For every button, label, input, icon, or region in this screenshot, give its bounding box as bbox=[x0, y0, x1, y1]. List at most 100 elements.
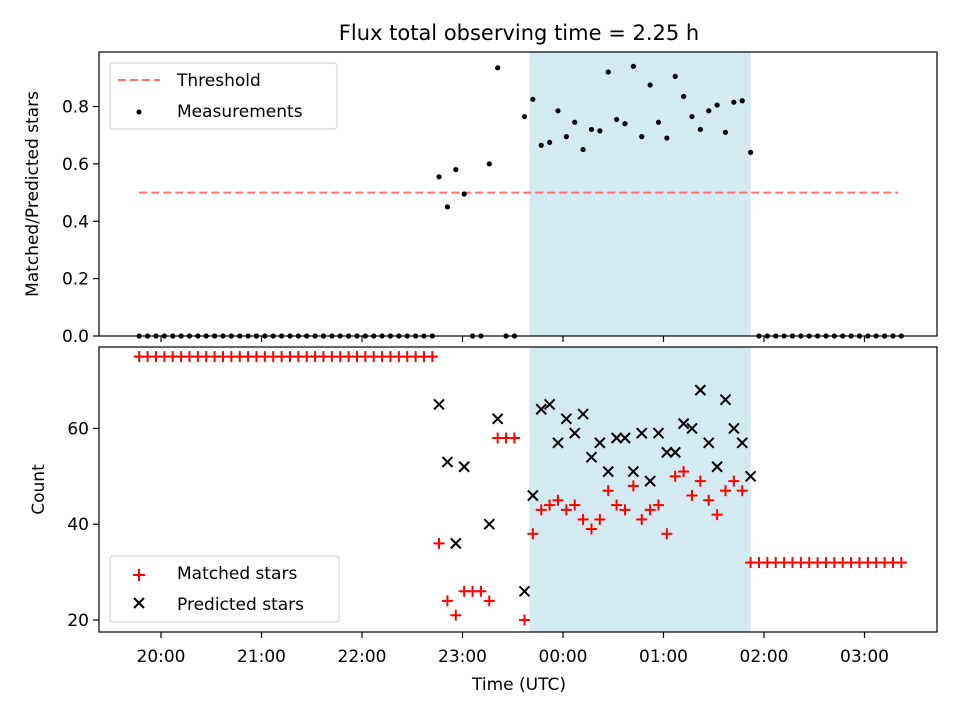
predicted-star-point bbox=[433, 398, 445, 411]
matched-star-point bbox=[611, 499, 623, 511]
top-panel: 0.00.20.40.60.8 Matched/Predicted stars … bbox=[23, 51, 938, 347]
measurement-point bbox=[697, 126, 703, 133]
measurement-point bbox=[655, 119, 662, 125]
x-tick-label: 03:00 bbox=[840, 647, 889, 667]
matched-star-point bbox=[703, 494, 715, 506]
x-stroke bbox=[627, 465, 640, 478]
measurement-point bbox=[681, 93, 687, 100]
measurement-point bbox=[630, 63, 636, 69]
predicted-star-point bbox=[602, 465, 614, 478]
matched-star-point bbox=[661, 528, 673, 540]
x-stroke bbox=[719, 393, 732, 406]
predicted-star-point bbox=[644, 475, 656, 487]
predicted-star-point bbox=[661, 446, 673, 459]
x-stroke bbox=[433, 398, 445, 411]
bottom-y-ticks: 20 40 60 bbox=[67, 419, 99, 631]
measurement-point bbox=[622, 121, 628, 127]
x-stroke bbox=[594, 437, 606, 449]
matched-star-point bbox=[602, 485, 614, 497]
top-legend: Threshold Measurements bbox=[109, 62, 338, 130]
predicted-star-point bbox=[535, 403, 547, 415]
measurement-point bbox=[739, 98, 745, 104]
y-tick-label: 0.0 bbox=[62, 327, 89, 347]
predicted-star-point bbox=[577, 408, 589, 420]
x-stroke bbox=[458, 461, 470, 473]
matched-star-point bbox=[441, 595, 453, 607]
x-tick-label: 20:00 bbox=[137, 647, 186, 667]
x-stroke bbox=[491, 413, 504, 425]
measurement-point bbox=[563, 134, 569, 140]
predicted-star-point bbox=[703, 437, 715, 449]
bottom-legend: Matched stars Predicted stars bbox=[109, 555, 340, 623]
predicted-star-point bbox=[686, 422, 698, 435]
bottom-y-axis-label: Count bbox=[29, 464, 49, 515]
y-tick-label: 0.4 bbox=[62, 212, 89, 232]
matched-star-point bbox=[594, 513, 606, 525]
measurement-point bbox=[672, 73, 678, 79]
predicted-star-point bbox=[483, 518, 496, 530]
matched-star-point bbox=[450, 609, 462, 621]
legend-predicted-label: Predicted stars bbox=[177, 595, 304, 615]
x-stroke bbox=[661, 446, 673, 459]
legend-measurements-swatch bbox=[136, 109, 142, 115]
x-tick-label: 02:00 bbox=[740, 647, 789, 667]
predicted-star-point bbox=[711, 461, 723, 473]
x-stroke bbox=[441, 456, 454, 468]
matched-star-point bbox=[518, 614, 530, 626]
top-legend-box bbox=[109, 62, 338, 130]
predicted-star-point bbox=[441, 456, 454, 468]
top-y-axis-label: Matched/Predicted stars bbox=[23, 91, 43, 297]
legend-measurements-label: Measurements bbox=[177, 102, 303, 122]
x-stroke bbox=[543, 398, 556, 411]
x-stroke bbox=[577, 408, 589, 420]
matched-star-point bbox=[433, 537, 445, 549]
x-stroke bbox=[585, 451, 598, 463]
x-stroke bbox=[560, 413, 573, 425]
predicted-star-point bbox=[736, 437, 748, 449]
predicted-star-point bbox=[677, 417, 690, 430]
matched-star-point bbox=[527, 528, 539, 540]
predicted-star-point bbox=[543, 398, 556, 411]
measurement-point bbox=[547, 139, 553, 145]
x-stroke bbox=[694, 384, 707, 396]
measurement-point bbox=[588, 126, 595, 133]
measurement-point bbox=[572, 119, 578, 125]
predicted-star-point bbox=[458, 461, 470, 473]
y-tick-label: 60 bbox=[67, 419, 89, 439]
x-axis-label: Time (UTC) bbox=[471, 675, 566, 695]
matched-star-point bbox=[678, 466, 690, 478]
matched-star-point bbox=[652, 499, 664, 511]
matched-star-point bbox=[483, 595, 495, 607]
predicted-star-point bbox=[518, 585, 531, 597]
x-stroke bbox=[483, 518, 496, 530]
measurement-point bbox=[453, 167, 459, 173]
x-stroke bbox=[518, 585, 531, 597]
measurement-point bbox=[486, 161, 492, 167]
measurement-point bbox=[731, 99, 737, 105]
matched-star-point bbox=[736, 485, 748, 497]
measurement-point bbox=[714, 102, 720, 108]
predicted-star-point bbox=[627, 465, 640, 478]
matched-star-point bbox=[636, 513, 648, 525]
matched-star-point bbox=[544, 499, 556, 511]
x-tick-label: 01:00 bbox=[639, 647, 688, 667]
x-stroke bbox=[610, 432, 623, 444]
matched-star-point bbox=[426, 351, 438, 363]
predicted-star-point bbox=[569, 427, 581, 439]
bottom-panel: 20 40 60 20:00 21:00 22:00 23:00 00:00 01:00 02:… bbox=[29, 346, 938, 695]
x-stroke bbox=[450, 537, 462, 550]
x-stroke bbox=[677, 417, 690, 430]
predicted-star-point bbox=[636, 427, 648, 439]
x-stroke bbox=[644, 475, 656, 487]
measurement-point bbox=[748, 149, 754, 156]
predicted-star-point bbox=[669, 446, 681, 459]
legend-threshold-label: Threshold bbox=[176, 71, 261, 91]
bottom-highlight-span bbox=[529, 347, 751, 632]
predicted-star-point bbox=[527, 489, 539, 502]
predicted-star-point bbox=[491, 413, 504, 425]
chart-title: Flux total observing time = 2.25 h bbox=[339, 21, 699, 45]
x-tick-label: 00:00 bbox=[539, 647, 588, 667]
measurement-point bbox=[495, 65, 501, 71]
predicted-star-point bbox=[594, 437, 606, 449]
